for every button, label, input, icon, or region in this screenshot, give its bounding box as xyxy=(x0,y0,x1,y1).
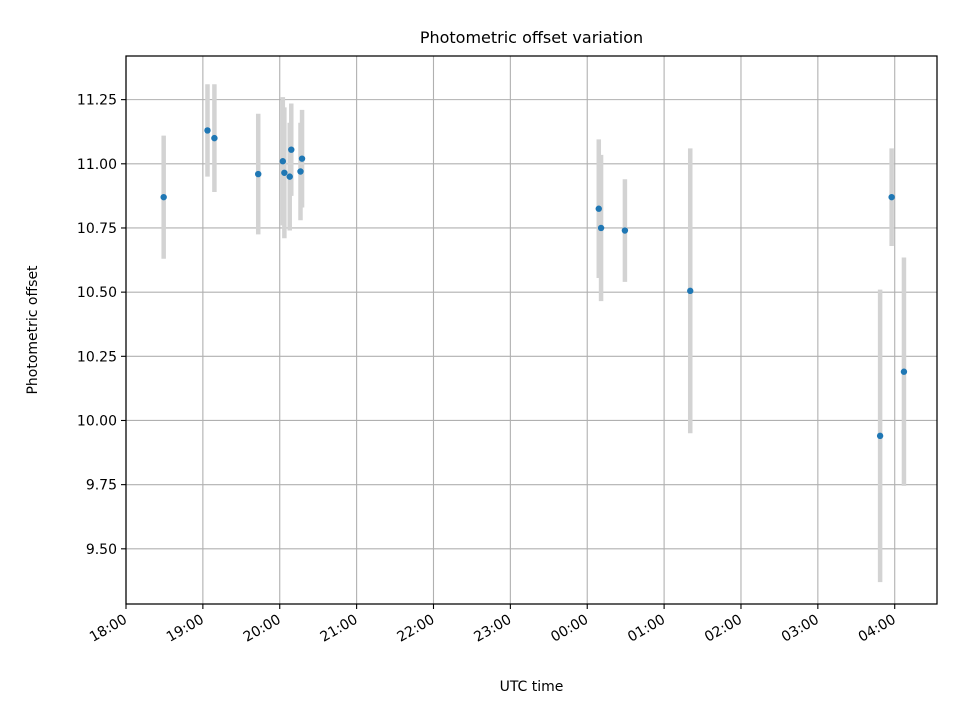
data-point xyxy=(888,193,895,201)
data-points xyxy=(160,127,908,440)
y-tick-label: 11.00 xyxy=(77,157,117,173)
data-point xyxy=(255,170,262,178)
data-point xyxy=(160,193,167,201)
x-axis-label: UTC time xyxy=(500,679,564,695)
y-tick-label: 10.50 xyxy=(77,285,117,301)
y-tick-label: 9.50 xyxy=(86,542,117,558)
y-axis-label: Photometric offset xyxy=(25,265,41,395)
data-point xyxy=(286,173,293,180)
data-point xyxy=(279,158,287,165)
data-point xyxy=(876,432,884,440)
data-point xyxy=(298,155,306,162)
chart-title: Photometric offset variation xyxy=(420,28,643,47)
y-axis-ticks: 9.50 9.75 10.00 10.25 10.50 10.75 11.00 11.25 xyxy=(77,93,126,558)
data-point xyxy=(597,224,605,232)
data-point xyxy=(204,127,211,134)
grid xyxy=(125,56,937,604)
data-point xyxy=(297,168,304,175)
y-tick-label: 11.25 xyxy=(77,93,117,109)
data-point xyxy=(288,146,295,153)
data-point xyxy=(595,205,602,212)
data-point xyxy=(281,169,288,176)
data-point xyxy=(621,227,629,234)
data-point xyxy=(687,287,694,295)
y-tick-label: 10.00 xyxy=(77,413,117,429)
data-point xyxy=(211,134,218,142)
y-tick-label: 9.75 xyxy=(86,478,117,494)
y-tick-label: 10.25 xyxy=(77,349,117,365)
plot-area-frame xyxy=(125,55,938,605)
y-tick-label: 10.75 xyxy=(77,221,117,237)
data-point xyxy=(900,368,908,375)
